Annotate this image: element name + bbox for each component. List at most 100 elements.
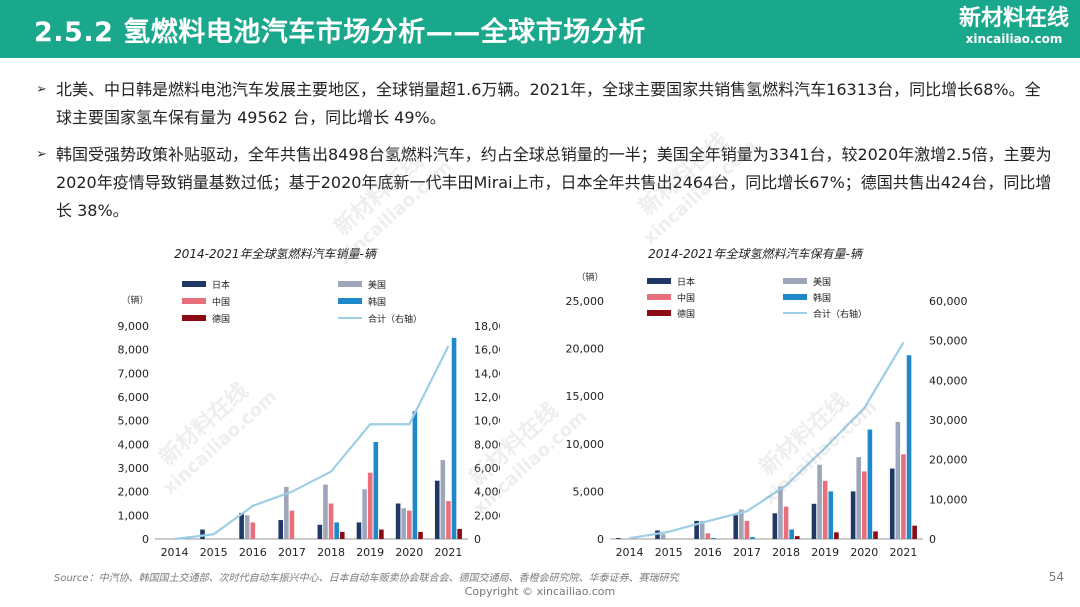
bar [200, 529, 205, 539]
y-tick-label: 25,000 [566, 295, 605, 308]
bar [660, 534, 666, 539]
x-tick-label: 2019 [811, 546, 839, 559]
y-tick-label: 0 [597, 533, 604, 546]
y2-tick-label: 40,000 [929, 374, 968, 387]
bar [434, 480, 440, 539]
y2-tick-label: 60,000 [929, 295, 968, 308]
bar [451, 337, 457, 539]
y2-tick-label: 50,000 [929, 335, 968, 348]
unit-label: （辆） [576, 271, 603, 283]
bar [778, 486, 783, 539]
legend-label: 日本 [677, 276, 695, 288]
y-tick-label: 0 [142, 533, 149, 546]
x-tick-label: 2017 [733, 546, 761, 559]
chart-title: 2014-2021年全球氢燃料汽车保有量-辆 [648, 247, 864, 261]
y2-tick-label: 2,000 [474, 509, 500, 522]
y-tick-label: 1,000 [118, 509, 150, 522]
chart-title: 2014-2021年全球氢燃料汽车销量-辆 [174, 247, 378, 261]
bar [457, 528, 462, 539]
y2-tick-label: 16,000 [474, 344, 500, 357]
bar [733, 515, 739, 539]
brand-logo[interactable]: 新材料在线 xincailiao.com [958, 6, 1070, 46]
x-tick-label: 2020 [850, 546, 878, 559]
legend-swatch [783, 294, 807, 300]
source-note: Source：中汽协、韩国国土交通部、次时代自动车振兴中心、日本自动车贩卖协会联… [54, 573, 679, 584]
legend-swatch [647, 310, 671, 316]
x-tick-label: 2017 [278, 546, 306, 559]
y2-tick-label: 10,000 [929, 493, 968, 506]
legend-label: 韩国 [368, 296, 386, 308]
x-tick-label: 2021 [434, 546, 462, 559]
bar [412, 411, 418, 539]
legend-label: 德国 [212, 313, 230, 325]
y2-tick-label: 0 [929, 533, 936, 546]
page-title: 2.5.2 氢燃料电池汽车市场分析——全球市场分析 [34, 17, 646, 48]
y-tick-label: 9,000 [118, 320, 150, 333]
bar [862, 471, 867, 539]
stock-chart: 2014-2021年全球氢燃料汽车保有量-辆 （辆） 0 5,000 10,000 15,… [555, 240, 980, 565]
bar [739, 509, 744, 539]
y-tick-label: 2,000 [118, 486, 150, 499]
total-line [174, 345, 450, 541]
bar [373, 441, 379, 539]
legend-label: 中国 [212, 296, 230, 308]
y2-tick-label: 6,000 [474, 462, 500, 475]
bar [811, 503, 817, 539]
bar [889, 468, 895, 539]
x-tick-label: 2016 [694, 546, 722, 559]
bar [711, 538, 716, 539]
bar [418, 531, 423, 539]
y2-tick-label: 18,000 [474, 320, 500, 333]
bar [789, 529, 794, 539]
bar [284, 486, 289, 539]
x-tick-label: 2021 [889, 546, 917, 559]
bar [744, 520, 750, 539]
y-tick-label: 7,000 [118, 367, 150, 380]
bar [834, 532, 839, 539]
y2-tick-label: 20,000 [929, 454, 968, 467]
legend-swatch [182, 315, 206, 321]
brand-logo-en: xincailiao.com [965, 32, 1063, 46]
x-tick-label: 2018 [772, 546, 800, 559]
bar [250, 522, 256, 539]
bar [822, 480, 828, 539]
legend-swatch [338, 281, 362, 287]
page-number: 54 [1048, 570, 1064, 584]
bar [705, 533, 711, 539]
bullet-list: ➢ 北美、中日韩是燃料电池汽车发展主要地区，全球销量超1.6万辆。2021年，全… [36, 76, 1056, 234]
bar [239, 512, 244, 539]
bar [446, 501, 451, 539]
bar [912, 525, 917, 539]
unit-label: （辆） [121, 294, 148, 306]
bar [616, 538, 621, 539]
header-bar: 2.5.2 氢燃料电池汽车市场分析——全球市场分析 新材料在线 xincaili… [0, 0, 1080, 58]
y-tick-label: 4,000 [118, 438, 150, 451]
y-tick-label: 5,000 [118, 415, 150, 428]
y2-tick-label: 10,000 [474, 415, 500, 428]
y-tick-label: 5,000 [573, 485, 605, 498]
bar [856, 457, 862, 539]
x-tick-label: 2014 [616, 546, 644, 559]
bar [772, 513, 778, 539]
y2-tick-label: 30,000 [929, 414, 968, 427]
bar [906, 355, 912, 539]
x-tick-label: 2014 [161, 546, 189, 559]
legend-label: 合计（右轴） [813, 308, 867, 320]
legend-label: 美国 [813, 276, 831, 288]
bar [901, 454, 906, 539]
y-tick-label: 20,000 [566, 343, 605, 356]
legend-label: 美国 [368, 279, 386, 291]
total-line [629, 341, 905, 540]
bar [339, 531, 345, 539]
bar [317, 524, 323, 539]
sales-chart: 2014-2021年全球氢燃料汽车销量-辆 （辆） 0 1,000 2,000 3,000… [100, 240, 501, 565]
bar [278, 520, 284, 539]
bar [873, 531, 878, 539]
arrow-bullet-icon: ➢ [36, 147, 47, 162]
y-tick-label: 15,000 [566, 390, 605, 403]
bullet-text: 韩国受强势政策补贴驱动，全年共售出8498台氢燃料汽车，约占全球总销量的一半；美… [56, 145, 1052, 220]
y-tick-label: 3,000 [118, 462, 150, 475]
y2-tick-label: 14,000 [474, 367, 500, 380]
bar [794, 536, 800, 539]
bar [244, 515, 250, 539]
